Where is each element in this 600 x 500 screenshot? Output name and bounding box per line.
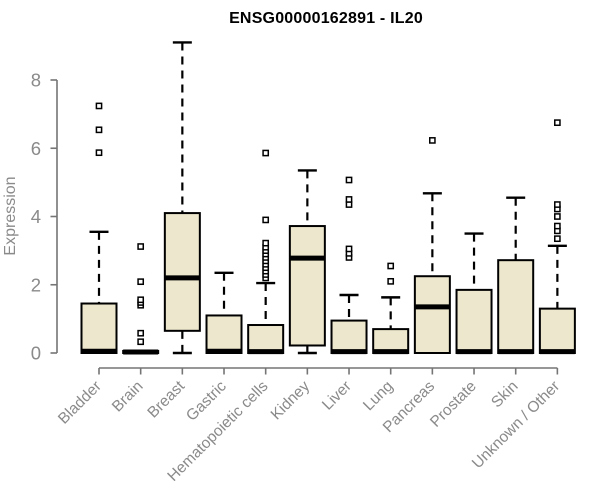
box-prostate <box>455 288 493 354</box>
x-tick-label-kidney: Kidney <box>268 378 314 424</box>
outlier-hematopoietic-cells-12 <box>262 149 270 157</box>
outlier-bladder-2 <box>95 102 103 110</box>
x-tick-label-liver: Liver <box>319 378 355 414</box>
outlier-unknown-other-5 <box>554 201 561 208</box>
y-tick-label-4: 4 <box>31 206 41 227</box>
outlier-unknown-other-3 <box>554 213 561 220</box>
box-gastric <box>205 314 243 354</box>
box-unknown-other <box>538 307 576 355</box>
chart-title: ENSG00000162891 - IL20 <box>229 10 423 27</box>
outlier-bladder-0 <box>95 149 103 157</box>
outlier-brain-5 <box>137 278 145 286</box>
outlier-brain-6 <box>137 243 145 250</box>
outlier-unknown-other-2 <box>554 222 561 230</box>
outlier-lung-1 <box>387 262 395 270</box>
x-tick-label-breast: Breast <box>144 377 188 421</box>
outlier-liver-2 <box>345 245 353 253</box>
x-tick-label-skin: Skin <box>488 378 521 411</box>
box-liver <box>330 319 368 354</box>
y-tick-label-8: 8 <box>31 70 41 91</box>
x-tick-label-bladder: Bladder <box>55 378 105 428</box>
y-tick-label-2: 2 <box>31 274 41 295</box>
outlier-brain-0 <box>137 338 145 346</box>
box-bladder <box>80 302 118 354</box>
box-kidney <box>288 225 326 347</box>
outlier-brain-4 <box>137 296 145 304</box>
x-tick-label-prostate: Prostate <box>427 378 480 431</box>
x-tick-label-brain: Brain <box>109 378 147 416</box>
outlier-liver-4 <box>345 196 353 203</box>
box-breast <box>163 212 201 332</box>
outlier-pancreas-0 <box>429 137 436 144</box>
outlier-unknown-other-0 <box>554 235 561 243</box>
y-tick-label-0: 0 <box>31 343 41 364</box>
outlier-hematopoietic-cells-10 <box>262 239 270 247</box>
y-axis-title: Expression <box>2 176 19 256</box>
outlier-unknown-other-6 <box>554 119 561 127</box>
outlier-hematopoietic-cells-11 <box>262 216 270 224</box>
y-tick-label-6: 6 <box>31 138 41 159</box>
outlier-brain-1 <box>137 329 145 337</box>
outlier-lung-0 <box>387 277 395 285</box>
outlier-bladder-1 <box>95 126 103 134</box>
x-tick-label-lung: Lung <box>360 378 396 414</box>
box-skin <box>497 259 535 354</box>
box-pancreas <box>413 275 451 354</box>
box-hematopoietic-cells <box>247 324 285 354</box>
outlier-liver-5 <box>345 176 353 184</box>
